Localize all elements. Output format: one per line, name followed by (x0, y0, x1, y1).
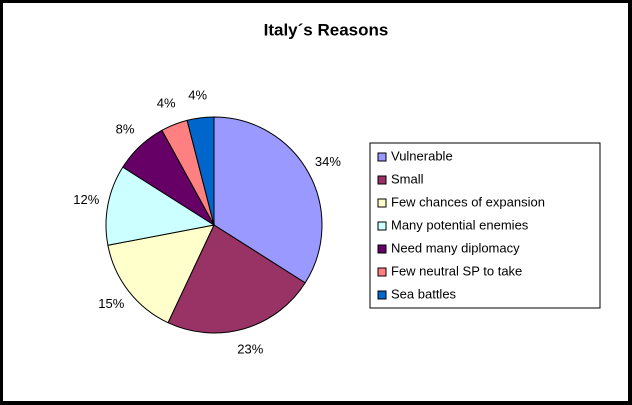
data-label: 8% (116, 122, 135, 137)
legend-swatch (377, 175, 387, 185)
legend-swatch (377, 267, 387, 277)
legend-swatch (377, 221, 387, 231)
chart-title: Italy´s Reasons (264, 20, 389, 39)
pie-slice (105, 166, 216, 246)
data-label: 4% (188, 87, 207, 102)
data-label: 4% (157, 96, 176, 111)
pie-slice (213, 116, 323, 284)
legend-swatch (377, 244, 387, 254)
legend-label: Small (391, 171, 424, 186)
pie-slice (186, 116, 215, 226)
data-label: 23% (237, 341, 263, 356)
data-label: 12% (73, 192, 99, 207)
legend-swatch (377, 152, 387, 162)
pie-slice (167, 224, 306, 334)
legend-box (369, 142, 601, 309)
legend-label: Need many diplomacy (391, 240, 520, 255)
legend-label: Few neutral SP to take (391, 263, 522, 278)
data-label: 34% (315, 154, 341, 169)
data-label: 15% (98, 296, 124, 311)
legend-label: Many potential enemies (391, 217, 529, 232)
legend-label: Few chances of expansion (391, 194, 545, 209)
legend-label: Sea battles (391, 286, 457, 301)
legend-swatch (377, 290, 387, 300)
pie-slice (107, 224, 215, 324)
legend-swatch (377, 198, 387, 208)
legend-label: Vulnerable (391, 148, 453, 163)
